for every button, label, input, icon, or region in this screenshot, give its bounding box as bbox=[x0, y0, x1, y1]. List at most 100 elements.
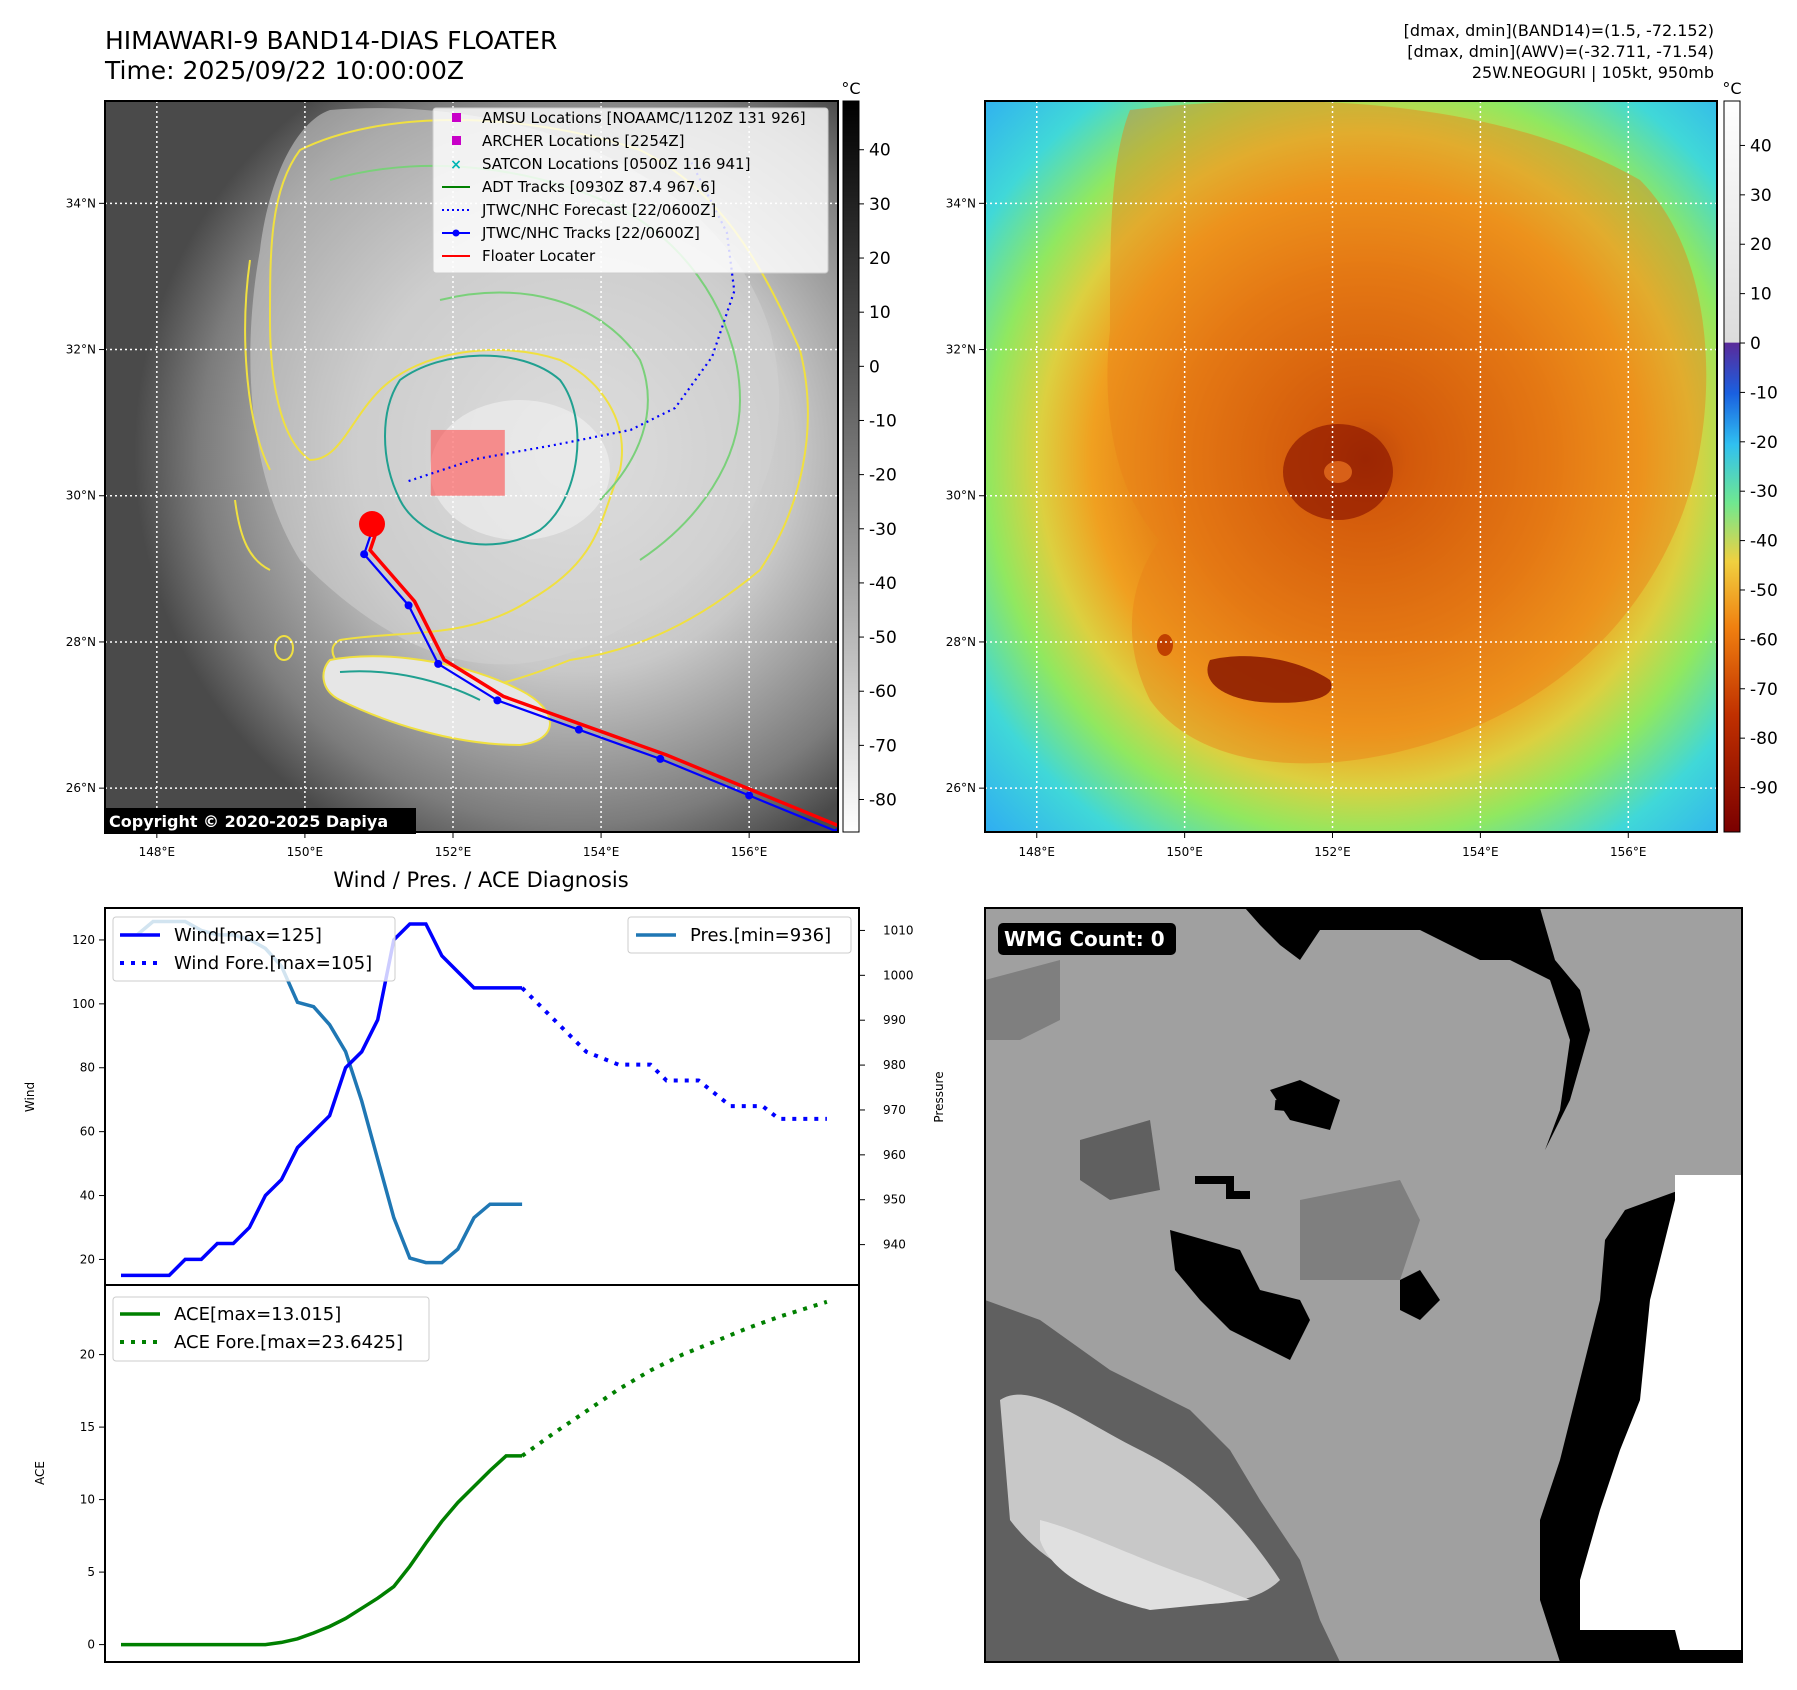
pressure-tick-label: 1000 bbox=[883, 968, 914, 982]
map-legend-label: ARCHER Locations [2254Z] bbox=[482, 132, 685, 150]
wmg-panel: WMG Count: 0 bbox=[984, 907, 1743, 1663]
wv-colorbar-ticks: 40 30 20 10 0 -10 -20 -30 -40 -50 -60 -70 -80 -90 bbox=[1740, 136, 1778, 799]
ir-contour-island bbox=[274, 635, 294, 661]
ir-colorbar-tick-label: -60 bbox=[869, 682, 897, 702]
wind-tick-label: 100 bbox=[72, 997, 95, 1011]
storm-info: [dmax, dmin](BAND14)=(1.5, -72.152) [dma… bbox=[1404, 20, 1714, 83]
ir-colorbar-tick-label: -40 bbox=[869, 574, 897, 594]
copyright-text: Copyright © 2020-2025 Dapiya bbox=[109, 812, 388, 831]
diagnosis-title: Wind / Pres. / ACE Diagnosis bbox=[333, 868, 628, 892]
chart-title-line1: HIMAWARI-9 BAND14-DIAS FLOATER bbox=[105, 26, 558, 55]
wv-colorbar-tick-label: 40 bbox=[1750, 136, 1772, 156]
map-legend-label: SATCON Locations [0500Z 116 941] bbox=[482, 155, 750, 173]
jtwc-track-point bbox=[434, 659, 443, 668]
storm-info-line2: [dmax, dmin](AWV)=(-32.711, -71.54) bbox=[1407, 42, 1714, 61]
pressure-tick-label: 970 bbox=[883, 1103, 906, 1117]
wv-colorbar-tick-label: 20 bbox=[1750, 235, 1772, 255]
wv-lon-label: 154°E bbox=[1462, 845, 1499, 859]
wv-colorbar-tick-label: -20 bbox=[1750, 433, 1778, 453]
jtwc-track-point bbox=[493, 696, 502, 705]
ir-colorbar: °C 40 30 20 10 0 -10 -20 -30 -40 -50 -60 -70 -80 bbox=[841, 79, 897, 833]
map-legend: AMSU Locations [NOAAMC/1120Z 131 926] ARC… bbox=[432, 107, 829, 274]
wmg-count-label: WMG Count: 0 bbox=[1004, 927, 1165, 951]
ir-colorbar-tick-label: 0 bbox=[869, 357, 880, 377]
wmg-gray-patch-center bbox=[1300, 1180, 1420, 1280]
ir-colorbar-tick-label: 20 bbox=[869, 249, 891, 269]
wv-lat-label: 28°N bbox=[946, 635, 976, 649]
pressure-legend: Pres.[min=936] bbox=[627, 916, 852, 954]
ir-axis-ticks: 148°E 150°E 152°E 154°E 156°E 26°N 28°N 30°N 32°… bbox=[66, 196, 768, 859]
wv-colorbar-tick-label: -60 bbox=[1750, 630, 1778, 650]
ace-tick-label: 20 bbox=[80, 1348, 95, 1362]
wv-colorbar-tick-label: -80 bbox=[1750, 729, 1778, 749]
ace-forecast-line bbox=[520, 1299, 828, 1458]
floater-box bbox=[430, 429, 505, 496]
jtwc-track-point bbox=[404, 601, 413, 610]
map-legend-label: ADT Tracks [0930Z 87.4 967.6] bbox=[482, 178, 716, 196]
ir-colorbar-tick-label: 30 bbox=[869, 195, 891, 215]
ir-lon-label: 152°E bbox=[435, 845, 472, 859]
wv-colorbar-tick-label: -10 bbox=[1750, 383, 1778, 403]
map-legend-box bbox=[432, 107, 829, 274]
pressure-tick-label: 980 bbox=[883, 1058, 906, 1072]
pressure-tick-label: 990 bbox=[883, 1013, 906, 1027]
ir-colorbar-tick-label: -70 bbox=[869, 736, 897, 756]
legend-marker-x: × bbox=[450, 157, 462, 173]
wv-lon-label: 152°E bbox=[1314, 845, 1351, 859]
wind-legend: Wind[max=125] Wind Fore.[max=105] bbox=[112, 916, 396, 982]
wmg-gray-patch-northwest bbox=[985, 960, 1060, 1040]
ace-legend-label: ACE[max=13.015] bbox=[174, 1304, 341, 1325]
wv-map-panel: 148°E 150°E 152°E 154°E 156°E 26°N 28°N 30°N 32°… bbox=[946, 100, 1718, 859]
pressure-legend-box bbox=[627, 916, 852, 954]
ir-map-panel: 148°E 150°E 152°E 154°E 156°E 26°N 28°N 30°N 32°… bbox=[66, 100, 839, 859]
wv-gridlines bbox=[985, 101, 1717, 832]
pressure-tick-label: 1010 bbox=[883, 923, 914, 937]
ace-forecast-legend-label: ACE Fore.[max=23.6425] bbox=[174, 1332, 403, 1353]
ir-rainband-south bbox=[322, 655, 551, 747]
wv-colorbar: °C 40 30 20 10 0 -10 -20 -30 -40 -50 -60 -70 -80 -90 bbox=[1722, 79, 1778, 833]
ir-lat-label: 30°N bbox=[66, 489, 96, 503]
wv-lon-label: 150°E bbox=[1166, 845, 1203, 859]
wv-colorbar-unit: °C bbox=[1722, 79, 1741, 98]
wv-eye bbox=[1324, 461, 1352, 483]
map-legend-label: JTWC/NHC Tracks [22/0600Z] bbox=[481, 224, 700, 242]
ir-colorbar-ticks: 40 30 20 10 0 -10 -20 -30 -40 -50 -60 -70 -80 bbox=[859, 141, 897, 811]
chart-title-line2: Time: 2025/09/22 10:00:00Z bbox=[105, 56, 464, 85]
ace-tick-label: 10 bbox=[80, 1493, 95, 1507]
wind-tick-label: 80 bbox=[80, 1061, 95, 1075]
wind-line bbox=[121, 922, 523, 1278]
storm-info-line3: 25W.NEOGURI | 105kt, 950mb bbox=[1471, 63, 1714, 82]
ir-colorbar-tick-label: -80 bbox=[869, 791, 897, 811]
wv-lat-label: 34°N bbox=[946, 196, 976, 210]
ace-chart: ACE 0 5 10 15 20 ACE[max=13.015] ACE Fore.[m… bbox=[33, 1284, 860, 1663]
pressure-tick-label: 940 bbox=[883, 1238, 906, 1252]
wv-colorbar-tick-label: 30 bbox=[1750, 186, 1772, 206]
ir-colorbar-tick-label: -50 bbox=[869, 628, 897, 648]
wv-lat-label: 30°N bbox=[946, 489, 976, 503]
floater-center-marker bbox=[359, 511, 385, 537]
ir-colorbar-tick-label: 40 bbox=[869, 141, 891, 161]
ace-line bbox=[121, 1454, 523, 1647]
pressure-axis-ticks: 940 950 960 970 980 990 1000 1010 bbox=[859, 923, 914, 1252]
pressure-axis-label: Pressure bbox=[932, 1071, 946, 1122]
wind-forecast-line bbox=[520, 986, 827, 1121]
wind-axis-ticks: 20 40 60 80 100 120 bbox=[72, 933, 105, 1266]
wv-colorbar-tick-label: -90 bbox=[1750, 779, 1778, 799]
jtwc-track-point bbox=[360, 550, 369, 559]
ir-colorbar-tick-label: -10 bbox=[869, 411, 897, 431]
wmg-lightest-band bbox=[1040, 1520, 1250, 1610]
ace-tick-label: 5 bbox=[87, 1565, 95, 1579]
wv-lon-label: 148°E bbox=[1019, 845, 1056, 859]
wmg-black-stripe-upper bbox=[1274, 1100, 1311, 1113]
floater-locater-line bbox=[368, 527, 838, 828]
wind-legend-box bbox=[112, 916, 396, 982]
wind-tick-label: 20 bbox=[80, 1252, 95, 1266]
wind-legend-label: Wind[max=125] bbox=[174, 925, 322, 946]
ace-legend: ACE[max=13.015] ACE Fore.[max=23.6425] bbox=[112, 1296, 430, 1362]
storm-info-line1: [dmax, dmin](BAND14)=(1.5, -72.152) bbox=[1403, 21, 1714, 40]
pressure-tick-label: 960 bbox=[883, 1148, 906, 1162]
wv-island-cell bbox=[1157, 634, 1173, 656]
wind-tick-label: 120 bbox=[72, 933, 95, 947]
wmg-black-region-north bbox=[1245, 908, 1590, 1150]
